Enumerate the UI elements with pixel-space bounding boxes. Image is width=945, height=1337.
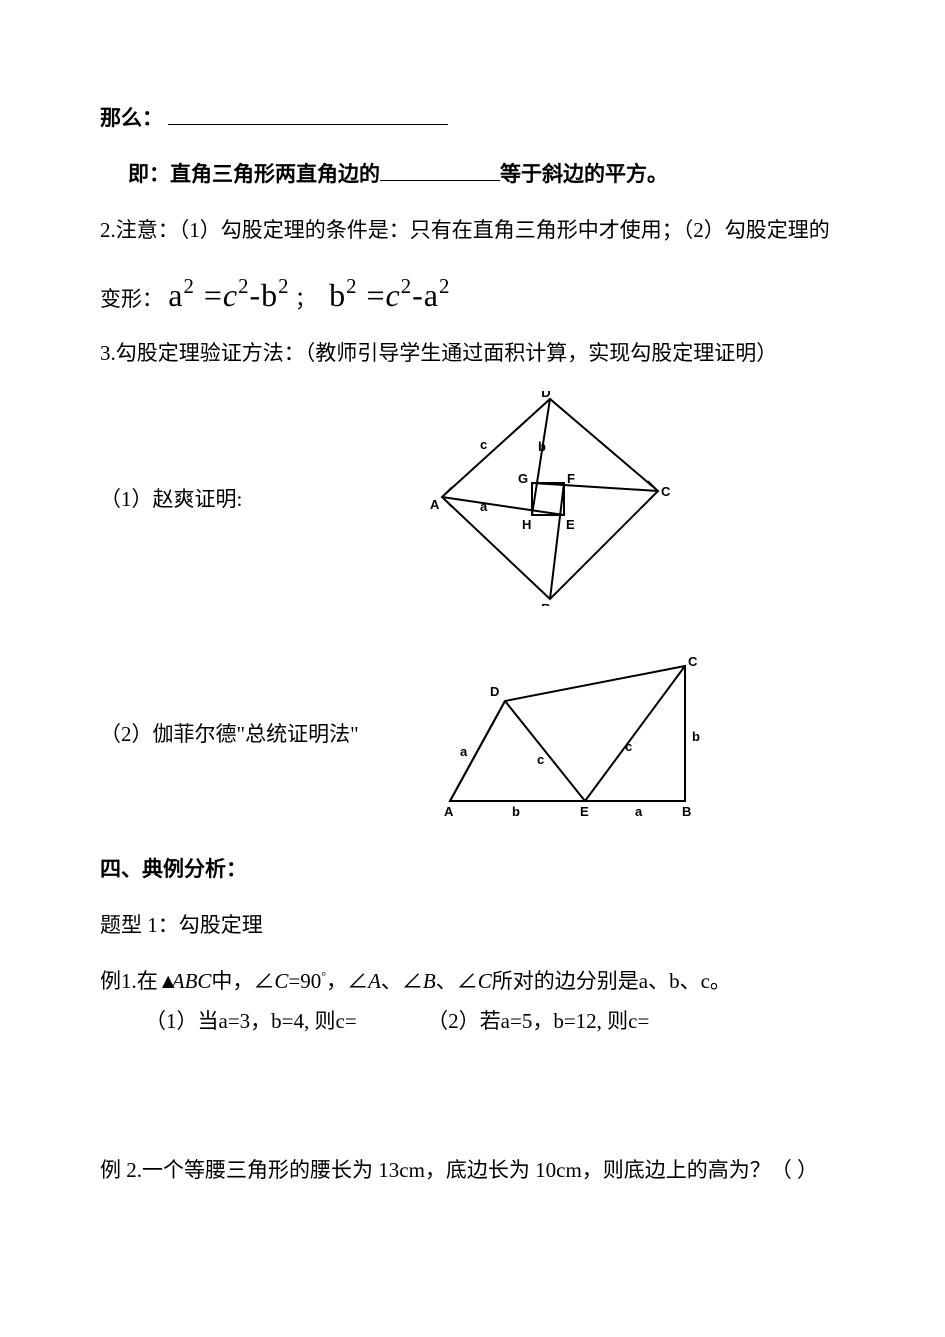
garfield-diagram: A B C D E a a b b c c [430,646,710,821]
blank-long-1[interactable] [168,102,448,125]
ex1-tail: 所对的边分别是a、b、c。 [492,969,731,993]
g-b2: b [692,729,700,744]
g-c2: c [625,739,632,754]
lbl-c: c [480,437,487,452]
note3: 3.勾股定理验证方法：（教师引导学生通过面积计算，实现勾股定理证明） [100,335,845,373]
g-D: D [490,684,499,699]
f-sep: ； [295,287,316,311]
formula-1: a2 =c2-b2 [168,267,289,325]
blank-med-1[interactable] [380,158,500,181]
zhaoshuang-diagram: A B C D G F H E a b c [430,391,670,606]
g-c1: c [537,752,544,767]
lbl-b: b [538,439,546,454]
ex1-pre: 例1.在 [100,969,158,993]
proof1-label: （1）赵爽证明: [100,483,430,513]
ex1-B: B [423,969,436,993]
ex1-c1: ，∠ [326,969,368,993]
g-A: A [444,804,454,819]
f1-a: a [168,277,183,313]
formula-2: b2 =c2-a2 [329,267,450,325]
g-a2: a [635,804,643,819]
f1-eq: = [204,277,223,313]
g-C: C [688,654,698,669]
f2-minus: - [412,277,424,313]
type1-label: 题型 1：勾股定理 [100,907,845,945]
ex1-line2: （1）当a=3，b=4, 则c= （2）若a=5，b=12, 则c= [145,1002,845,1042]
lbl-C: C [661,484,670,499]
note2-line2: 变形： a2 =c2-b2 ； b2 =c2-a2 [100,267,845,325]
g-E: E [580,804,589,819]
proof2-row: （2）伽菲尔德"总统证明法" A B C D E a a b b c c [100,646,845,821]
lbl-D: D [541,391,550,400]
section4: 四、典例分析： 题型 1：勾股定理 例1.在▲ABC中，∠C=90°，∠A、∠B… [100,851,845,1190]
proof2-label: （2）伽菲尔德"总统证明法" [100,718,430,748]
lbl-E: E [566,517,575,532]
ex1-line1: 例1.在▲ABC中，∠C=90°，∠A、∠B、∠C所对的边分别是a、b、c。 [100,962,845,1002]
g-b1: b [512,804,520,819]
f1-minus: - [250,277,262,313]
g-B: B [682,804,691,819]
proof1-row: （1）赵爽证明: A B C D G F H [100,391,845,606]
lbl-H: H [522,517,531,532]
label-namo: 那么： [100,106,163,130]
f1-b: b [261,277,278,313]
f2-a: a [424,277,439,313]
ex2: 例 2.一个等腰三角形的腰长为 13cm，底边长为 10cm，则底边上的高为？（… [100,1152,845,1190]
note3-text: 3.勾股定理验证方法：（教师引导学生通过面积计算，实现勾股定理证明） [100,341,777,365]
note2-pre: 变形： [100,287,163,311]
lbl-B: B [541,601,550,606]
note2-line1: 2.注意：（1）勾股定理的条件是：只有在直角三角形中才使用；（2）勾股定理的 [100,212,845,250]
para-ji: 即：直角三角形两直角边的 等于斜边的平方。 [128,156,845,194]
text-ji-post: 等于斜边的平方。 [500,162,668,186]
f2-b: b [329,277,346,313]
lbl-A: A [430,497,440,512]
lbl-G: G [518,471,528,486]
f2-eq: = [366,277,385,313]
ex1-sub1: （1）当a=3，b=4, 则c= [145,1009,357,1033]
ex1-C2: C [478,969,492,993]
f2-c: c [386,277,401,313]
ex1-sub2: （2）若a=5，b=12, 则c= [427,1009,649,1033]
text-ji-pre: 即：直角三角形两直角边的 [128,162,380,186]
para-namo: 那么： [100,100,845,138]
f1-c: c [223,277,238,313]
ex1-mid: 中，∠ [211,969,274,993]
ex1-A: A [368,969,381,993]
section4-title: 四、典例分析： [100,851,845,889]
triangle-icon: ▲ [158,970,179,993]
lbl-F: F [567,471,575,486]
ex1-s2: 、∠ [436,969,478,993]
note2-text: 2.注意：（1）勾股定理的条件是：只有在直角三角形中才使用；（2）勾股定理的 [100,218,830,242]
ex1-s1: 、∠ [381,969,423,993]
lbl-a: a [480,499,488,514]
g-a1: a [460,744,468,759]
ex1-C: C [274,969,288,993]
ex1-eq90: =90 [288,969,321,993]
